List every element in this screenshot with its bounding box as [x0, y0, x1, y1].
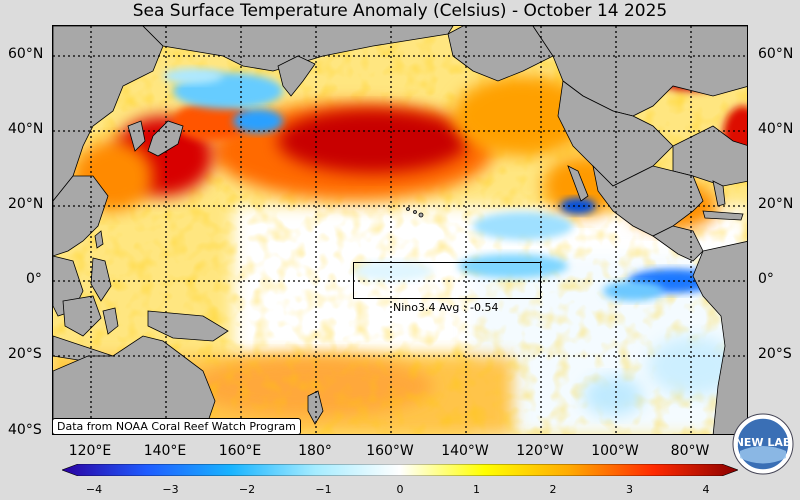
lon-label-140w: 140°W — [441, 443, 489, 459]
lat-label-right-20s: 20°S — [758, 346, 792, 362]
lat-label-right-0: 0° — [758, 271, 774, 287]
data-credit-label: Data from NOAA Coral Reef Watch Program — [52, 418, 301, 435]
lat-label-left-20s: 20°S — [8, 346, 42, 362]
equator-cool-west — [353, 261, 433, 281]
canada — [532, 26, 747, 117]
lon-label-100w: 100°W — [591, 443, 639, 459]
lat-label-right-40n: 40°N — [758, 121, 794, 137]
colorbar-tick-label: 0 — [396, 483, 404, 496]
colorbar-tick-label: −2 — [238, 483, 256, 496]
south-east-cool-2 — [583, 376, 643, 416]
colorbar-tick-label: 3 — [626, 483, 633, 496]
baja — [567, 165, 589, 202]
south-america — [692, 241, 747, 434]
lon-label-120e: 120°E — [68, 443, 112, 459]
colorbar-tick-label: 4 — [702, 483, 710, 496]
map-title: Sea Surface Temperature Anomaly (Celsius… — [132, 1, 668, 21]
new-guinea — [147, 310, 229, 342]
colorbar-tick-label: −3 — [162, 483, 179, 496]
colorbar-bar — [62, 464, 738, 476]
colorbar-tick-label: −4 — [85, 483, 103, 496]
cold-tongue-2 — [603, 281, 663, 301]
land — [53, 26, 747, 434]
lat-label-left-40n: 40°N — [8, 121, 44, 137]
lon-label-80w: 80°W — [670, 443, 710, 459]
nino34-region-box — [353, 262, 541, 299]
colorbar — [62, 464, 738, 476]
okhotsk-cool-patch — [233, 109, 283, 133]
colorbar-tick-label: −1 — [315, 483, 332, 496]
florida — [712, 180, 726, 207]
lat-label-left-0: 0° — [26, 271, 42, 287]
nino-cool-east — [473, 212, 573, 240]
logo-text: NEW LAB — [735, 436, 792, 449]
lon-label-160w: 160°W — [366, 443, 414, 459]
philippines — [90, 257, 112, 302]
taiwan — [94, 230, 104, 249]
sst-anomaly-map — [52, 25, 748, 435]
siberia-landmass — [142, 26, 454, 72]
lat-label-right-60n: 60°N — [758, 46, 794, 62]
bering-cool-patch — [163, 68, 223, 84]
lon-label-160e: 160°E — [218, 443, 262, 459]
nino34-average-label: Nino3.4 Avg : -0.54 — [393, 301, 499, 314]
lat-label-right-20n: 20°N — [758, 196, 794, 212]
colorbar-tick-label: 1 — [473, 483, 480, 496]
lat-label-left-60n: 60°N — [8, 46, 44, 62]
lab-logo: NEW LAB — [732, 413, 794, 475]
sulawesi — [102, 307, 119, 335]
ne-pacific-orange — [453, 76, 593, 156]
cuba — [702, 210, 744, 221]
china-coast — [53, 175, 109, 257]
lat-label-left-40s: 40°S — [8, 422, 42, 438]
lon-label-120w: 120°W — [516, 443, 564, 459]
lon-label-140e: 140°E — [143, 443, 187, 459]
lat-label-left-20n: 20°N — [8, 196, 44, 212]
north-pacific-hot-core — [278, 109, 468, 173]
lon-label-180: 180° — [298, 443, 332, 459]
map-canvas — [53, 26, 747, 434]
south-east-cool — [648, 336, 738, 396]
colorbar-tick-label: 2 — [549, 483, 557, 496]
korea — [127, 120, 146, 152]
graticule — [53, 26, 747, 434]
hawaii — [406, 207, 410, 211]
japan — [147, 120, 184, 157]
